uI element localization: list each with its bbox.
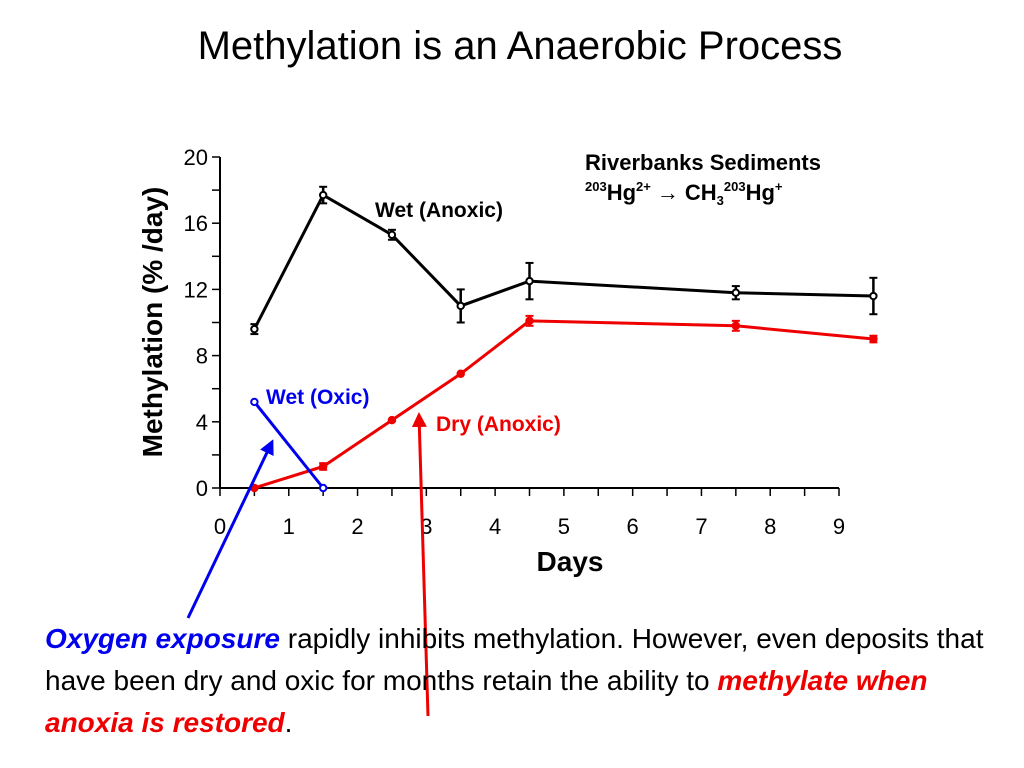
- data-point-wet-oxic: [250, 397, 259, 407]
- caption-emphasis-anoxia: methylate when anoxia is restored: [45, 665, 928, 738]
- y-tick-label: 20: [184, 145, 208, 170]
- data-point-dry-anoxic: [456, 369, 465, 379]
- series-line-wet-oxic: [253, 401, 325, 489]
- methyl-sub: 3: [717, 193, 724, 208]
- charge-sup-2: +: [775, 179, 783, 194]
- reaction-arrow: →: [657, 180, 679, 205]
- slide-title: Methylation is an Anaerobic Process: [197, 24, 843, 68]
- y-tick-label: 16: [184, 211, 208, 236]
- x-tick-label: 0: [214, 514, 226, 539]
- y-tick-label: 4: [196, 410, 208, 435]
- data-point-dry-anoxic: [387, 415, 397, 425]
- data-point-wet-anoxic: [387, 230, 397, 239]
- x-tick-label: 5: [558, 514, 570, 539]
- y-axis-label: Methylation (% /day): [137, 187, 168, 458]
- x-tick-label: 6: [627, 514, 639, 539]
- series-label-dry-anoxic: Dry (Anoxic): [436, 413, 561, 436]
- data-point-wet-anoxic: [525, 276, 534, 286]
- annotation-title: Riverbanks Sediments: [585, 150, 821, 175]
- chart-series-layer: [250, 185, 878, 493]
- data-point-wet-anoxic: [731, 288, 741, 297]
- data-point-dry-anoxic: [525, 316, 534, 326]
- isotope-sup: 203: [585, 179, 607, 194]
- data-point-dry-anoxic: [731, 321, 741, 331]
- y-tick-label: 0: [196, 476, 208, 501]
- data-point-wet-anoxic: [250, 324, 259, 334]
- element-hg: Hg: [607, 180, 636, 205]
- x-tick-label: 2: [351, 514, 363, 539]
- x-tick-label: 9: [833, 514, 845, 539]
- isotope-sup-2: 203: [724, 179, 746, 194]
- caption-text-1: rapidly inhibits methylation. However, e…: [45, 623, 984, 696]
- data-point-wet-oxic: [318, 483, 328, 493]
- x-tick-label: 4: [489, 514, 501, 539]
- series-label-wet-oxic: Wet (Oxic): [266, 386, 369, 409]
- data-point-wet-anoxic: [456, 301, 465, 311]
- y-tick-label: 8: [196, 344, 208, 369]
- x-tick-label: 8: [764, 514, 776, 539]
- caption-emphasis-oxygen: Oxygen exposure: [45, 623, 280, 654]
- series-label-wet-anoxic: Wet (Anoxic): [375, 199, 503, 222]
- series-line-wet-anoxic: [253, 192, 874, 330]
- data-point-wet-anoxic: [318, 190, 328, 200]
- element-hg-2: Hg: [746, 180, 775, 205]
- callout-arrow-oxygen: [186, 439, 274, 619]
- data-point-dry-anoxic: [869, 334, 878, 344]
- x-tick-label: 7: [695, 514, 707, 539]
- annotation-reaction: 203Hg2+ → CH3203Hg+: [585, 179, 783, 208]
- data-point-dry-anoxic: [318, 462, 328, 471]
- data-point-wet-anoxic: [869, 291, 878, 301]
- element-ch: CH: [685, 180, 717, 205]
- charge-sup: 2+: [636, 179, 651, 194]
- caption: Oxygen exposure rapidly inhibits methyla…: [45, 618, 1005, 744]
- caption-text-2: .: [284, 707, 293, 738]
- callout-arrow-anoxia: [411, 412, 430, 717]
- x-tick-label: 1: [283, 514, 295, 539]
- y-tick-label: 12: [184, 277, 208, 302]
- x-axis-label: Days: [537, 546, 604, 577]
